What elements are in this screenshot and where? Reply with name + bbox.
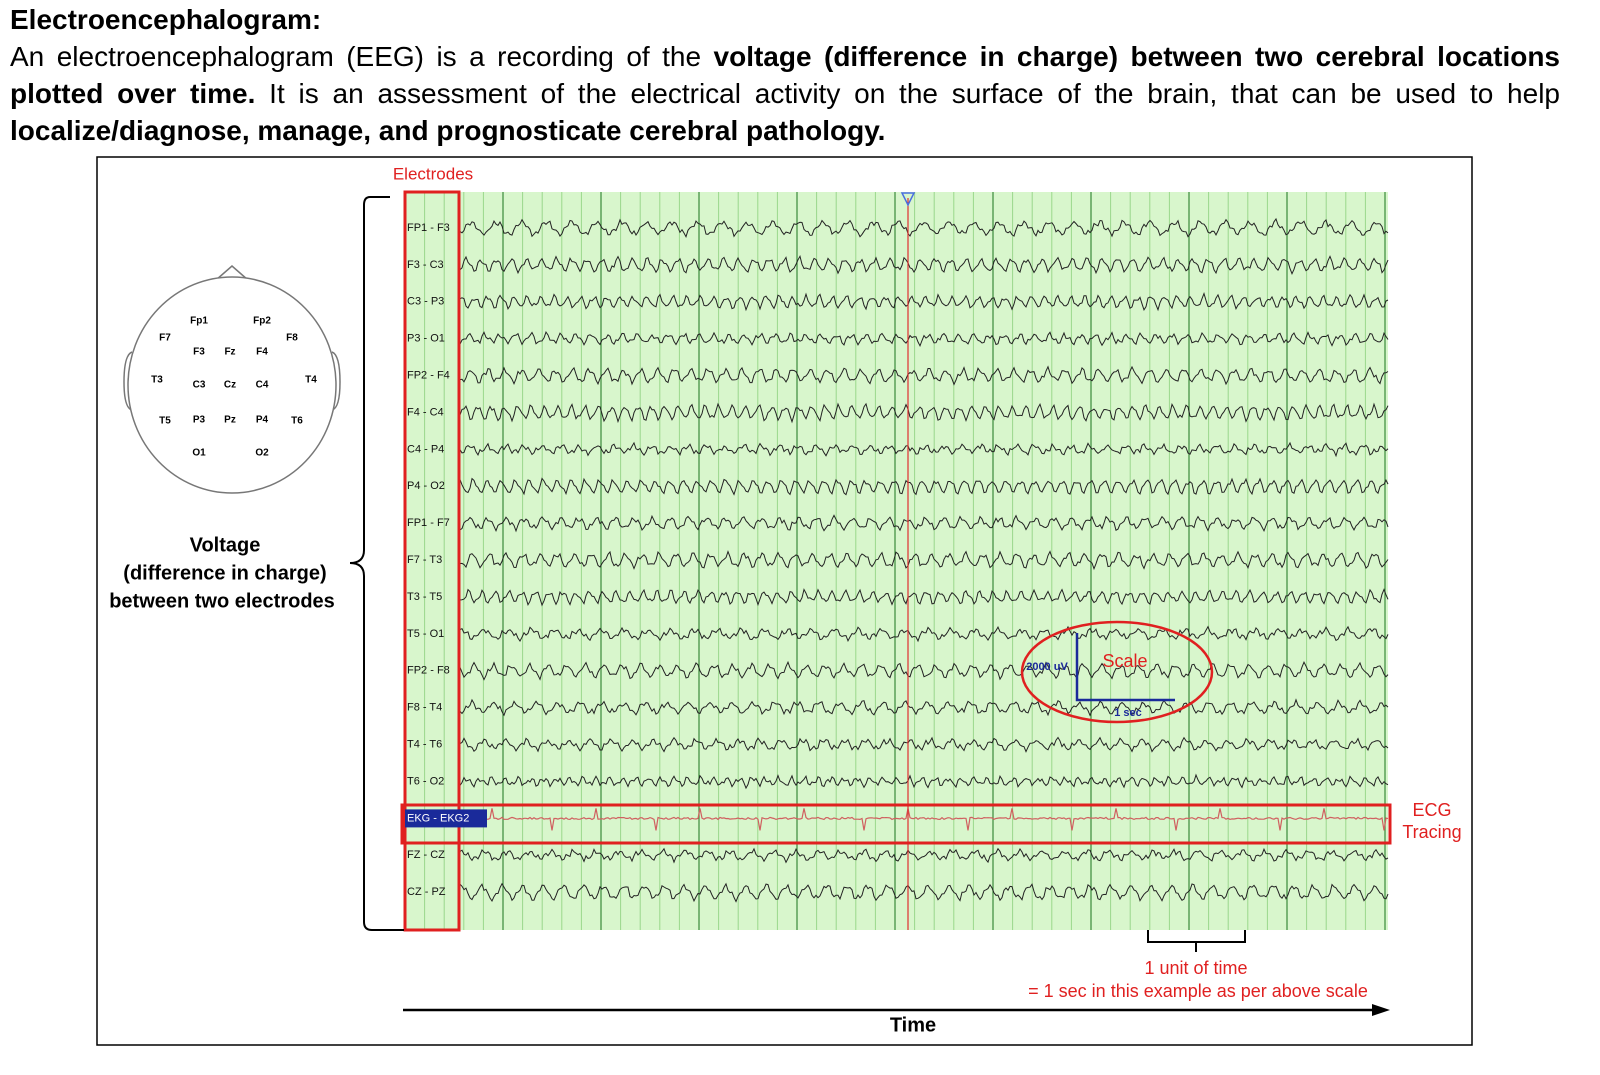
title: Electroencephalogram: [10, 4, 322, 35]
ear [123, 351, 133, 411]
eeg-trace [459, 660, 1389, 681]
channel-label: FP2 - F4 [407, 370, 450, 382]
unit-caption: = 1 sec in this example as per above sca… [1028, 981, 1368, 1001]
electrode-label: Cz [224, 380, 236, 391]
eeg-trace [459, 773, 1389, 790]
channel-label: T3 - T5 [407, 591, 442, 603]
scale-amplitude: 2000 uV [1026, 661, 1068, 673]
nose [215, 265, 249, 281]
electrode-label: T6 [291, 416, 303, 427]
text-segment: It is an assessment of the electrical ac… [255, 78, 1560, 109]
eeg-trace [459, 331, 1389, 348]
eeg-trace [459, 550, 1389, 571]
ear [331, 351, 341, 411]
figure-frame [96, 156, 1473, 1046]
eeg-traces [459, 217, 1389, 903]
electrode-label: Fp1 [190, 316, 208, 327]
channel-label: F7 - T3 [407, 554, 442, 566]
channel-label: C3 - P3 [407, 296, 444, 308]
electrode-label: F7 [159, 333, 171, 344]
eeg-trace [459, 882, 1389, 903]
eeg-trace [459, 254, 1389, 275]
text-segment: localize/diagnose, manage, and prognosti… [10, 115, 886, 146]
electrode-label: P3 [193, 415, 206, 426]
channel-label: P3 - O1 [407, 333, 445, 345]
arrow-head [1372, 1004, 1390, 1016]
eeg-trace [459, 441, 1389, 458]
channel-label: P4 - O2 [407, 480, 445, 492]
voltage-caption: (difference in charge) [123, 562, 326, 584]
voltage-caption: between two electrodes [109, 590, 335, 612]
channel-label: F4 - C4 [407, 406, 444, 418]
scale-bars [1075, 633, 1175, 702]
channel-label: FP1 - F3 [407, 222, 450, 234]
cursor-marker [900, 192, 916, 207]
head [127, 276, 337, 494]
bracket [349, 196, 404, 931]
channel-label: F3 - C3 [407, 259, 444, 271]
time-brace [1147, 930, 1246, 952]
header: Electroencephalogram: An electroencephal… [10, 2, 1560, 149]
channel-label: FZ - CZ [407, 849, 445, 861]
channel-label: T4 - T6 [407, 739, 442, 751]
channel-label: FP1 - F7 [407, 517, 450, 529]
electrode-label: T3 [151, 375, 163, 386]
electrode-label: O2 [255, 448, 269, 459]
text-segment: voltage (difference in charge) between t… [10, 41, 1560, 109]
electrode-label: T5 [159, 416, 171, 427]
eeg-trace [459, 217, 1389, 238]
electrode-label: T4 [305, 375, 317, 386]
voltage-caption: Voltage [190, 534, 261, 556]
electrode-label: F8 [286, 333, 298, 344]
electrode-label: F3 [193, 347, 205, 358]
eeg-trace [459, 588, 1389, 607]
electrode-label: Fz [224, 347, 235, 358]
channel-label: FP2 - F8 [407, 665, 450, 677]
electrode-label: C3 [193, 380, 206, 391]
eeg-trace [459, 625, 1389, 643]
text-segment: An electroencephalogram (EEG) is a recor… [10, 41, 714, 72]
channel-label: EKG - EKG2 [407, 812, 469, 824]
electrode-label: Fp2 [253, 316, 271, 327]
electrodes-box [403, 190, 461, 932]
eeg-trace [459, 847, 1389, 864]
channel-label: C4 - P4 [407, 443, 444, 455]
ecg-label: Tracing [1402, 822, 1461, 842]
eeg-trace [459, 365, 1389, 386]
eeg-trace [459, 736, 1389, 753]
scale-label: Scale [1102, 651, 1147, 671]
electrode-label: F4 [256, 347, 268, 358]
unit-caption: 1 unit of time [1144, 958, 1247, 978]
eeg-trace [459, 698, 1389, 717]
grid-background [405, 192, 1388, 930]
head-electrodes: Fp1 Fp2 F7 F8 F3 Fz F4 T3 C3 Cz C4 T4 T5 P3 Pz P4 T6 O1 O2 [151, 316, 317, 459]
electrode-label: P4 [256, 415, 269, 426]
electrodes-label: Electrodes [393, 164, 473, 183]
eeg-trace [459, 402, 1389, 424]
eeg-trace [459, 477, 1389, 496]
channel-label: CZ - PZ [407, 886, 446, 898]
eeg-trace [459, 292, 1389, 312]
ecg-trace [459, 808, 1389, 831]
channel-label: T5 - O1 [407, 628, 444, 640]
electrode-label: C4 [256, 380, 269, 391]
head-diagram [123, 265, 341, 494]
ecg-box [400, 803, 1392, 845]
electrode-label: Pz [224, 415, 236, 426]
label-highlight [405, 809, 487, 828]
channel-label: F8 - T4 [407, 702, 442, 714]
scale-circle [1020, 620, 1214, 724]
paragraph: An electroencephalogram (EEG) is a recor… [10, 38, 1560, 149]
time-label: Time [890, 1014, 936, 1036]
ecg-label: ECG [1412, 800, 1451, 820]
eeg-trace [459, 514, 1389, 533]
electrode-label: O1 [192, 448, 206, 459]
scale-time: 1 sec [1114, 707, 1142, 719]
channel-label: T6 - O2 [407, 775, 444, 787]
channel-labels: FP1 - F3 F3 - C3 C3 - P3 P3 - O1 FP2 - F4 F4 … [405, 222, 487, 898]
